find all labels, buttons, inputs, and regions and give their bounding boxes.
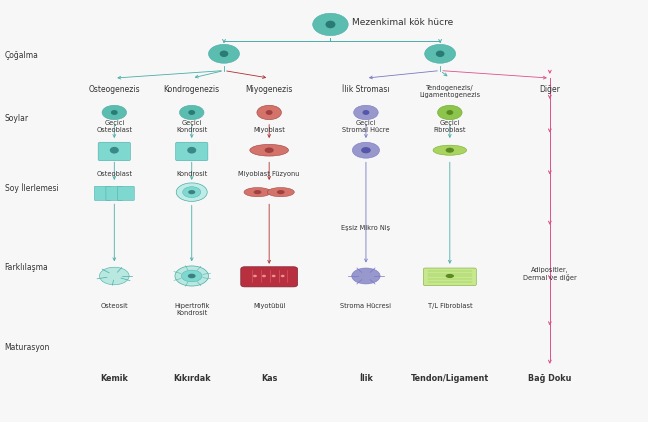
Ellipse shape: [111, 110, 118, 115]
Ellipse shape: [325, 21, 336, 28]
Ellipse shape: [264, 147, 273, 153]
FancyBboxPatch shape: [176, 142, 208, 161]
Text: Miyoblast Füzyonu: Miyoblast Füzyonu: [238, 171, 300, 178]
Text: Tendon/Ligament: Tendon/Ligament: [411, 374, 489, 383]
Text: Geçici
Stromal Hücre: Geçici Stromal Hücre: [342, 120, 389, 133]
Ellipse shape: [244, 187, 271, 197]
FancyBboxPatch shape: [241, 267, 297, 287]
Text: Çoğalma: Çoğalma: [5, 51, 38, 60]
Ellipse shape: [257, 105, 281, 120]
Ellipse shape: [446, 148, 454, 153]
Text: Diğer: Diğer: [539, 85, 561, 94]
Text: Mezenkimal kök hücre: Mezenkimal kök hücre: [353, 18, 454, 27]
Ellipse shape: [253, 190, 261, 194]
Ellipse shape: [446, 274, 454, 278]
Ellipse shape: [102, 105, 126, 120]
Text: Eşsiz Mikro Niş: Eşsiz Mikro Niş: [341, 225, 391, 231]
Text: Miyogenezis: Miyogenezis: [246, 85, 293, 94]
Ellipse shape: [188, 190, 195, 194]
Ellipse shape: [99, 267, 129, 285]
Ellipse shape: [183, 187, 201, 197]
Text: Adipositler,
Dermal ve diğer: Adipositler, Dermal ve diğer: [523, 267, 577, 281]
Ellipse shape: [110, 147, 119, 154]
Ellipse shape: [175, 266, 209, 286]
Ellipse shape: [253, 275, 257, 277]
Text: Kondrogenezis: Kondrogenezis: [164, 85, 220, 94]
Ellipse shape: [362, 110, 369, 115]
Ellipse shape: [267, 187, 294, 197]
Text: Farklılaşma: Farklılaşma: [5, 263, 49, 272]
FancyBboxPatch shape: [106, 186, 122, 200]
Ellipse shape: [436, 51, 445, 57]
Ellipse shape: [424, 44, 456, 63]
Ellipse shape: [437, 105, 462, 120]
Ellipse shape: [313, 13, 348, 35]
Ellipse shape: [187, 147, 196, 154]
Text: Kemik: Kemik: [100, 374, 128, 383]
Ellipse shape: [262, 275, 266, 277]
Text: Geçici
Osteoblast: Geçici Osteoblast: [97, 120, 132, 133]
Text: T/L Fibroblast: T/L Fibroblast: [428, 303, 472, 309]
Text: Kıkırdak: Kıkırdak: [173, 374, 211, 383]
FancyBboxPatch shape: [117, 186, 134, 200]
FancyBboxPatch shape: [95, 186, 111, 200]
Ellipse shape: [176, 183, 207, 201]
Ellipse shape: [209, 44, 240, 63]
Text: Hipertrofik
Kondrosit: Hipertrofik Kondrosit: [174, 303, 209, 316]
FancyBboxPatch shape: [423, 268, 476, 286]
Ellipse shape: [266, 110, 273, 115]
Text: Tendogenezis/
Ligamentogenezis: Tendogenezis/ Ligamentogenezis: [419, 85, 480, 98]
Text: Geçici
Fibroblast: Geçici Fibroblast: [434, 120, 466, 133]
Text: Geçici
Kondrosit: Geçici Kondrosit: [176, 120, 207, 133]
Text: Stroma Hücresi: Stroma Hücresi: [340, 303, 391, 309]
Ellipse shape: [353, 142, 380, 158]
Text: Osteosit: Osteosit: [100, 303, 128, 309]
Text: Miyotübül: Miyotübül: [253, 303, 285, 309]
Ellipse shape: [354, 105, 378, 120]
Ellipse shape: [220, 51, 228, 57]
Ellipse shape: [281, 275, 284, 277]
Text: Kas: Kas: [261, 374, 277, 383]
Ellipse shape: [249, 144, 288, 156]
Ellipse shape: [352, 268, 380, 284]
Text: Maturasyon: Maturasyon: [5, 343, 50, 352]
Ellipse shape: [179, 105, 204, 120]
Text: Miyoblast: Miyoblast: [253, 127, 285, 133]
Text: Soylar: Soylar: [5, 114, 29, 123]
FancyBboxPatch shape: [98, 142, 130, 161]
Ellipse shape: [189, 110, 195, 115]
Ellipse shape: [188, 274, 196, 278]
Ellipse shape: [446, 110, 453, 115]
Text: Soy İlerlemesi: Soy İlerlemesi: [5, 183, 58, 193]
Ellipse shape: [361, 147, 371, 153]
Text: Osteoblast: Osteoblast: [97, 171, 132, 178]
Text: Osteogenezis: Osteogenezis: [89, 85, 140, 94]
Text: Kondrosit: Kondrosit: [176, 171, 207, 178]
Text: İlik: İlik: [359, 374, 373, 383]
Ellipse shape: [433, 145, 467, 155]
Ellipse shape: [277, 190, 284, 194]
Ellipse shape: [272, 275, 275, 277]
Text: İlik Stroması: İlik Stroması: [342, 85, 389, 94]
Ellipse shape: [181, 270, 202, 282]
Text: Bağ Doku: Bağ Doku: [528, 374, 572, 383]
